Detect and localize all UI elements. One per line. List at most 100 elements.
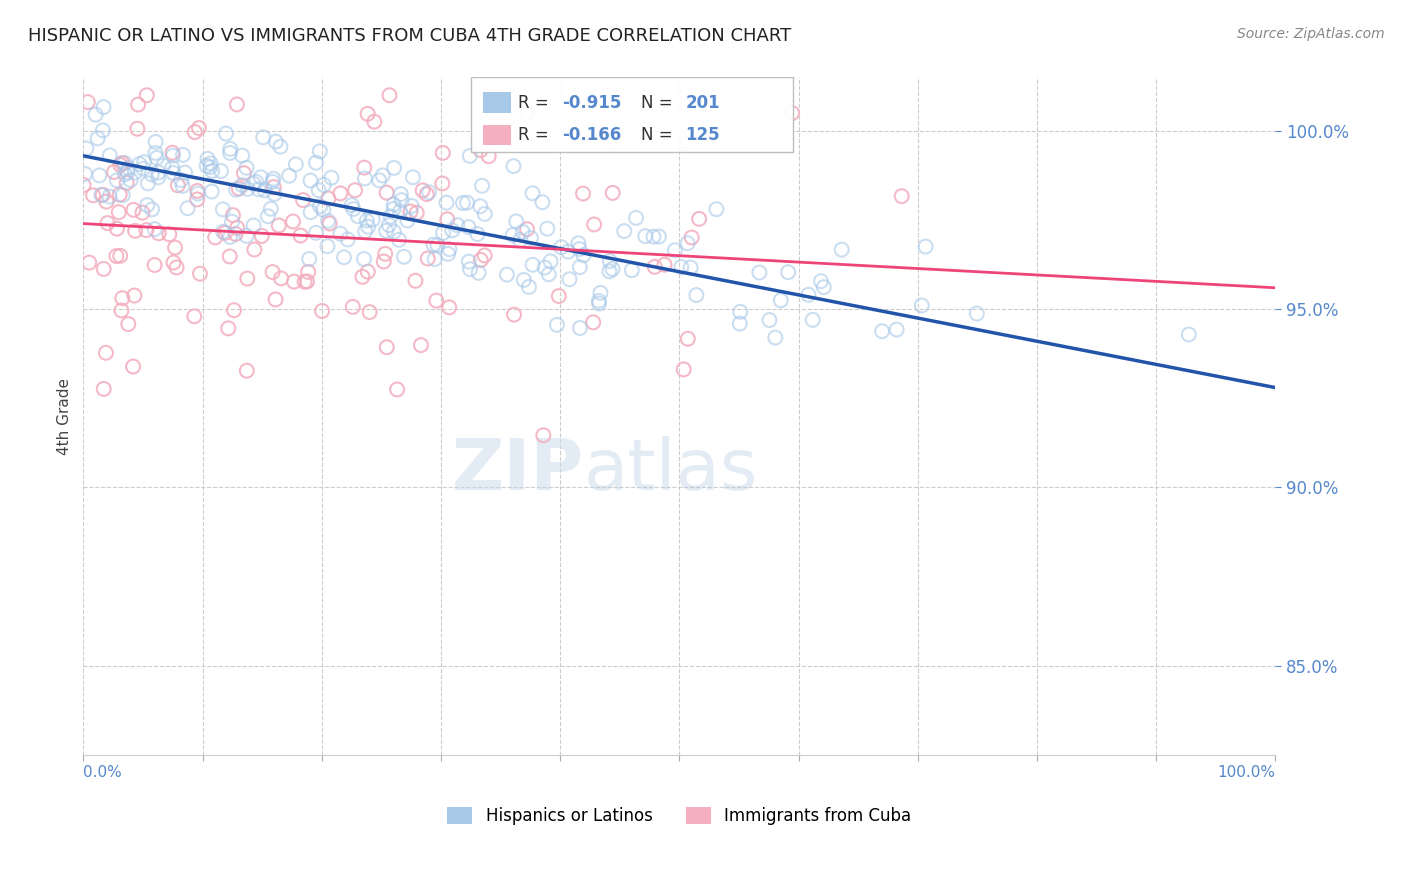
Point [363, 114, 385, 128]
Point [242, 219, 264, 233]
Point [73, 167, 96, 181]
Point [226, 220, 249, 235]
Point [354, 171, 377, 186]
Point [242, 177, 264, 191]
Point [620, 263, 643, 277]
Point [748, 266, 770, 280]
Point [373, 254, 395, 268]
Point [235, 161, 257, 175]
Point [375, 186, 398, 200]
Text: atlas: atlas [583, 436, 758, 505]
Point [292, 193, 315, 207]
Point [212, 225, 235, 239]
Point [117, 161, 139, 176]
Point [375, 340, 398, 354]
Point [188, 267, 211, 281]
Point [890, 189, 912, 203]
Point [568, 260, 591, 274]
Point [124, 224, 146, 238]
Point [76, 95, 98, 109]
Point [568, 242, 591, 256]
Point [86, 131, 108, 145]
Point [412, 183, 434, 197]
Point [187, 186, 209, 201]
Point [269, 139, 291, 153]
Point [471, 178, 494, 193]
Point [235, 228, 257, 243]
Point [148, 226, 170, 240]
Point [582, 315, 605, 329]
Point [416, 187, 439, 202]
Point [516, 106, 538, 120]
Point [305, 226, 328, 240]
Point [110, 158, 132, 172]
Point [425, 293, 447, 308]
Point [232, 166, 254, 180]
Point [389, 204, 412, 219]
Point [418, 186, 440, 200]
Point [76, 95, 98, 109]
Point [115, 176, 138, 190]
Point [264, 135, 287, 149]
Point [382, 197, 405, 211]
Point [124, 288, 146, 302]
Point [84, 108, 107, 122]
Point [502, 159, 524, 173]
Point [231, 178, 253, 192]
Point [299, 173, 322, 187]
Point [111, 156, 134, 170]
Point [297, 265, 319, 279]
Point [226, 97, 249, 112]
Point [75, 141, 97, 155]
Point [416, 252, 439, 266]
Point [152, 158, 174, 172]
Point [157, 227, 180, 242]
Point [260, 202, 283, 216]
Point [503, 308, 526, 322]
Point [363, 114, 385, 128]
Point [184, 125, 207, 139]
Point [318, 217, 340, 231]
Point [90, 187, 112, 202]
Point [264, 293, 287, 307]
Point [706, 202, 728, 217]
Point [283, 275, 305, 289]
Point [517, 280, 540, 294]
Point [359, 305, 381, 319]
Point [966, 307, 988, 321]
Point [437, 247, 460, 261]
Point [644, 260, 666, 274]
Point [352, 269, 374, 284]
Point [681, 230, 703, 244]
Point [93, 261, 115, 276]
Point [474, 207, 496, 221]
Point [456, 195, 478, 210]
Point [82, 188, 104, 202]
Point [671, 260, 693, 274]
Point [730, 305, 752, 319]
Point [105, 249, 128, 263]
Point [371, 169, 394, 183]
Point [409, 338, 432, 352]
Point [127, 97, 149, 112]
Point [243, 243, 266, 257]
Point [664, 244, 686, 258]
Point [537, 267, 560, 281]
Point [547, 289, 569, 303]
Point [458, 149, 481, 163]
Point [457, 220, 479, 235]
Point [228, 181, 250, 195]
Text: -0.915: -0.915 [562, 94, 621, 112]
Point [294, 275, 316, 289]
Point [685, 288, 707, 302]
Point [572, 186, 595, 201]
Point [516, 106, 538, 120]
Point [222, 208, 245, 222]
Point [111, 188, 134, 202]
Point [474, 248, 496, 262]
Point [318, 217, 340, 231]
Text: R =: R = [519, 94, 554, 112]
Point [470, 252, 492, 267]
Point [329, 186, 352, 201]
Point [550, 240, 572, 254]
